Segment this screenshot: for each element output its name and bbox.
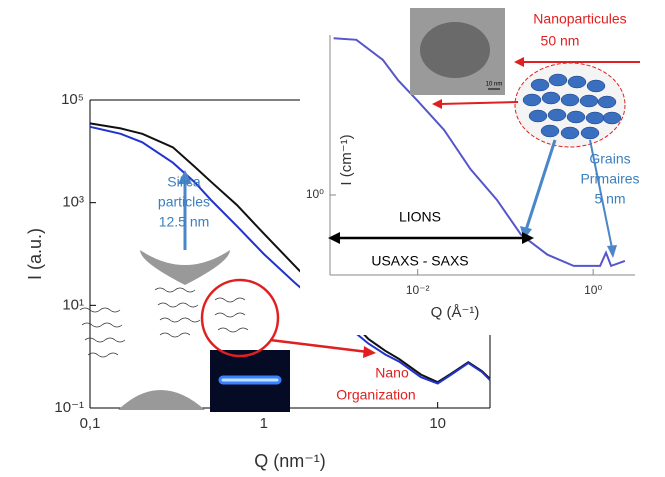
annotation: Silica bbox=[167, 174, 201, 190]
annotation: LIONS bbox=[399, 209, 441, 225]
y-tick-label: 10⁰ bbox=[306, 187, 324, 201]
y-tick-label: 10⁵ bbox=[61, 91, 84, 108]
annotation: Primaires bbox=[580, 171, 639, 187]
annotation: 10 nm bbox=[486, 82, 503, 88]
nanorod bbox=[220, 377, 280, 383]
silica-particle bbox=[118, 390, 205, 410]
y-axis-label: I (a.u.) bbox=[25, 228, 45, 280]
x-tick-label: 10 bbox=[429, 415, 446, 432]
y-axis-label: I (cm⁻¹) bbox=[338, 134, 355, 185]
tem-particle bbox=[420, 22, 490, 78]
annotation: USAXS - SAXS bbox=[371, 253, 468, 269]
x-tick-label: 10⁰ bbox=[584, 283, 602, 297]
y-tick-label: 10³ bbox=[62, 194, 84, 211]
x-axis-label: Q (nm⁻¹) bbox=[254, 451, 326, 471]
y-tick-label: 10⁻¹ bbox=[54, 399, 84, 416]
annotation: Nano bbox=[375, 365, 409, 381]
annotation: Organization bbox=[336, 387, 415, 403]
x-tick-label: 1 bbox=[260, 415, 268, 432]
annotation: 12.5 nm bbox=[159, 214, 210, 230]
y-tick-label: 10¹ bbox=[62, 296, 84, 313]
annotation: 5 nm bbox=[594, 191, 625, 207]
x-tick-label: 10⁻² bbox=[406, 283, 430, 297]
silica-particle bbox=[140, 250, 230, 285]
x-axis-label: Q (Å⁻¹) bbox=[431, 304, 480, 321]
annotation: Grains bbox=[589, 151, 630, 167]
figure: 0,1 1 10 10⁻¹ 10¹ 10³ 10⁵ Q (nm⁻¹) I (a.u.) Sili… bbox=[0, 0, 665, 477]
molecules bbox=[80, 288, 248, 357]
annotation: Nanoparticules bbox=[533, 11, 626, 27]
annotation: 50 nm bbox=[541, 33, 580, 49]
annotation: particles bbox=[158, 194, 210, 210]
x-tick-label: 0,1 bbox=[80, 415, 101, 432]
highlight-circle bbox=[202, 280, 278, 356]
